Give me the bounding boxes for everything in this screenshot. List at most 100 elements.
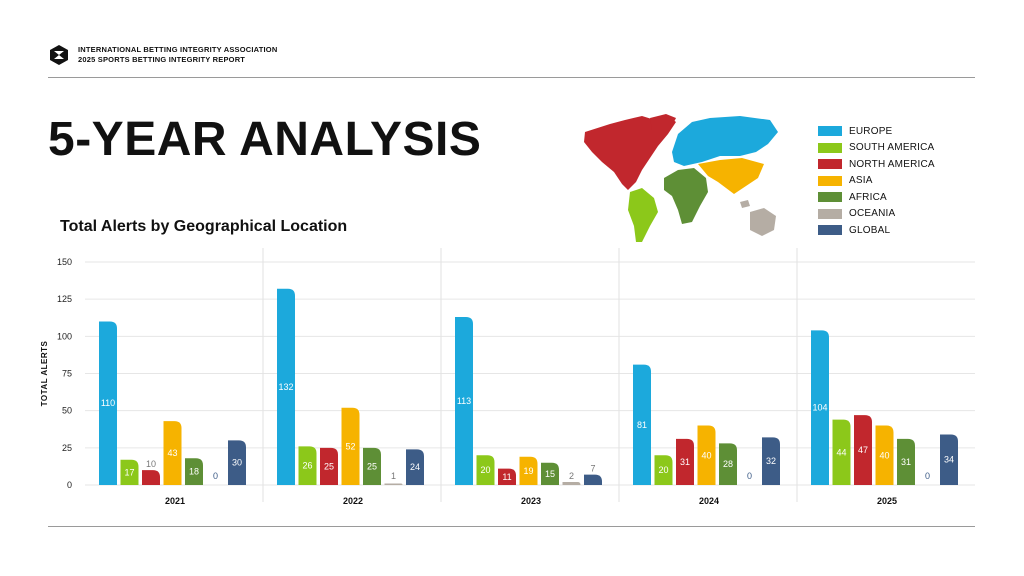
y-tick-label: 100 (57, 331, 72, 341)
bar (320, 447, 338, 485)
y-tick-label: 150 (57, 257, 72, 267)
bar-value-label: 0 (925, 471, 930, 481)
bar-value-label: 10 (146, 459, 156, 469)
bar (120, 459, 139, 485)
bar-value-label: 26 (302, 461, 312, 471)
bar (99, 321, 117, 485)
bar-value-label: 30 (232, 458, 242, 468)
y-tick-label: 0 (67, 480, 72, 490)
bar (940, 434, 958, 485)
world-map-image (584, 114, 778, 242)
bar-value-label: 25 (367, 461, 377, 471)
x-category-label: 2024 (699, 496, 719, 506)
bar-value-label: 2 (569, 471, 574, 481)
org-text: INTERNATIONAL BETTING INTEGRITY ASSOCIAT… (78, 45, 277, 65)
bar-value-label: 15 (545, 469, 555, 479)
bar (897, 438, 915, 485)
legend-label: SOUTH AMERICA (849, 142, 935, 154)
x-category-label: 2021 (165, 496, 185, 506)
legend-item-global: GLOBAL (818, 222, 935, 239)
y-tick-label: 75 (62, 369, 72, 379)
legend-item-europe: EUROPE (818, 123, 935, 140)
bar (498, 468, 516, 485)
bar-value-label: 7 (590, 464, 595, 474)
bar-value-label: 19 (523, 466, 533, 476)
legend-label: OCEANIA (849, 208, 896, 220)
legend-label: NORTH AMERICA (849, 158, 935, 170)
bar-value-label: 28 (723, 459, 733, 469)
bar-value-label: 113 (457, 396, 471, 406)
bar-value-label: 20 (480, 465, 490, 475)
top-divider (48, 77, 975, 78)
report-name: 2025 SPORTS BETTING INTEGRITY REPORT (78, 55, 246, 64)
bar (298, 446, 317, 485)
bar (762, 437, 780, 485)
bar (363, 447, 381, 485)
legend-item-asia: ASIA (818, 173, 935, 190)
y-tick-label: 25 (62, 443, 72, 453)
bar-value-label: 47 (858, 445, 868, 455)
legend-swatch (818, 175, 842, 186)
bar (163, 421, 182, 485)
bar-value-label: 0 (213, 471, 218, 481)
bar-value-label: 25 (324, 461, 334, 471)
org-name: INTERNATIONAL BETTING INTEGRITY ASSOCIAT… (78, 45, 278, 54)
bar-value-label: 31 (680, 457, 690, 467)
bar (676, 438, 694, 485)
legend-swatch (818, 142, 842, 153)
bar (384, 483, 403, 485)
bar-value-label: 81 (637, 420, 647, 430)
legend-swatch (818, 225, 842, 236)
bar (476, 455, 495, 485)
bar (541, 462, 559, 485)
bar-value-label: 34 (944, 455, 954, 465)
association-logo-icon (50, 45, 68, 65)
bar (654, 455, 673, 485)
bar (633, 364, 651, 485)
x-category-label: 2022 (343, 496, 363, 506)
bar-value-label: 24 (410, 462, 420, 472)
bar (854, 415, 872, 485)
page-title: 5-YEAR ANALYSIS (48, 113, 482, 166)
bar (341, 407, 360, 485)
bar (697, 425, 716, 485)
bar-value-label: 0 (747, 471, 752, 481)
chart-title: Total Alerts by Geographical Location (60, 218, 348, 235)
bar-value-label: 20 (658, 465, 668, 475)
legend-swatch (818, 159, 842, 170)
bar-value-label: 110 (101, 398, 115, 408)
bar-value-label: 43 (167, 448, 177, 458)
legend-item-africa: AFRICA (818, 189, 935, 206)
legend-swatch (818, 208, 842, 219)
bar-value-label: 132 (278, 382, 293, 392)
bar (455, 317, 473, 485)
bar (406, 449, 424, 485)
bar (185, 458, 203, 485)
legend-label: AFRICA (849, 191, 887, 203)
bar-value-label: 104 (812, 403, 827, 413)
bar (811, 330, 829, 485)
legend-item-south-america: SOUTH AMERICA (818, 140, 935, 157)
bar (519, 456, 538, 485)
bar (584, 474, 602, 485)
bar (832, 419, 851, 485)
bar (562, 482, 581, 485)
legend-label: ASIA (849, 175, 873, 187)
bar-value-label: 32 (766, 456, 776, 466)
bar-value-label: 31 (901, 457, 911, 467)
bar (277, 288, 295, 485)
report-header: INTERNATIONAL BETTING INTEGRITY ASSOCIAT… (48, 44, 277, 66)
legend-item-north-america: NORTH AMERICA (818, 156, 935, 173)
bar-value-label: 1 (391, 471, 396, 481)
bar (142, 470, 160, 485)
bar-value-label: 44 (836, 447, 846, 457)
bottom-divider (48, 526, 975, 527)
chart-legend: EUROPE SOUTH AMERICA NORTH AMERICA ASIA … (818, 123, 935, 239)
bar-value-label: 40 (701, 450, 711, 460)
y-axis-title: TOTAL ALERTS (40, 340, 49, 406)
legend-label: GLOBAL (849, 224, 891, 236)
x-category-label: 2023 (521, 496, 541, 506)
legend-item-oceania: OCEANIA (818, 206, 935, 223)
bar-value-label: 17 (124, 467, 134, 477)
